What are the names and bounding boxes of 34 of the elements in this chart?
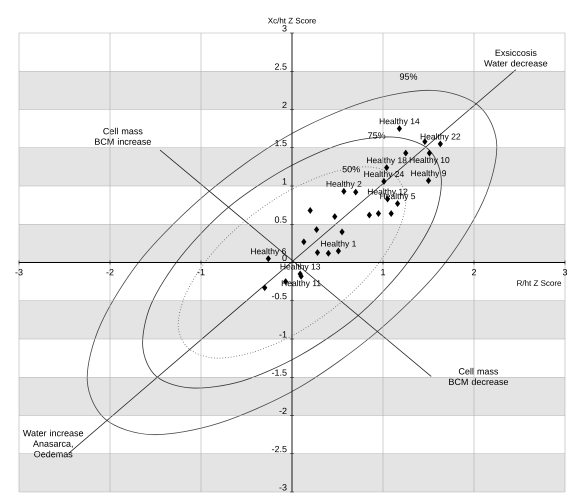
y-tick-label: -1.5 [272,369,287,376]
y-tick-label: 3 [282,25,287,32]
annotation: Healthy 24 [364,170,404,179]
x-tick-label: 3 [562,269,568,276]
x-tick-label: -2 [106,269,114,276]
annotation: 95% [400,73,418,80]
x-axis-title: R/ht Z Score [517,280,562,286]
y-tick-label: 0.5 [274,216,287,223]
y-tick-label: -2.5 [272,446,287,452]
annotation: Healthy 2 [326,180,362,189]
y-tick-label: 1 [282,178,287,184]
x-tick-label: 1 [381,269,386,276]
y-tick-label: -2 [279,408,287,414]
annotation: Exsiccosis Water decrease [484,49,548,67]
annotation: 50% [342,166,360,172]
annotation: Healthy 9 [411,170,446,178]
annotation: Cell mass BCM increase [95,128,151,145]
y-tick-label: -0.5 [272,292,287,300]
annotation: Healthy 6 [251,248,286,256]
y-tick-label: 1.5 [275,140,287,146]
x-tick-label: -3 [15,269,23,276]
y-tick-label: 2 [282,102,287,108]
x-tick-label: -1 [197,269,205,276]
y-axis-title: Xc/ht Z Score [268,18,316,24]
annotation: Healthy 1 [321,240,356,248]
y-tick-label: -3 [279,484,287,491]
annotation: Cell mass BCM decrease [449,368,508,386]
x-tick-label: 2 [472,269,476,276]
annotation: Healthy 14 [380,118,420,126]
y-tick-label: 0 [282,254,287,262]
annotation: 75% [368,132,386,139]
y-tick-label: 2.5 [274,63,287,70]
annotation: Healthy 18 [367,157,407,165]
y-tick-label: -1 [279,331,287,338]
